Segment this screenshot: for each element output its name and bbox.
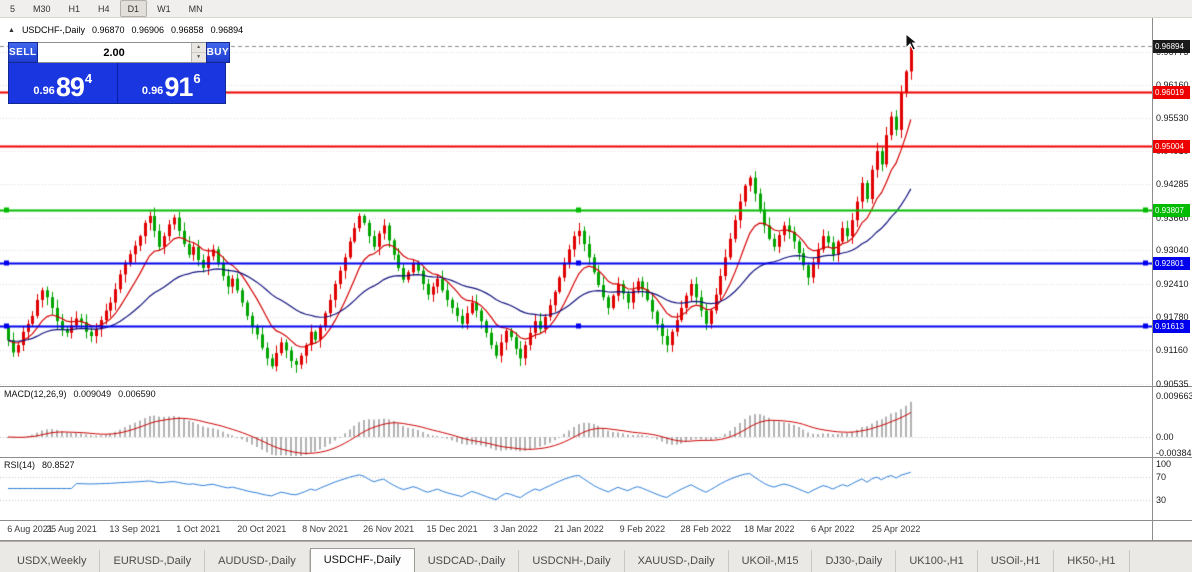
x-axis-label: 1 Oct 2021: [176, 524, 221, 534]
timeframe-button-w1[interactable]: W1: [157, 3, 171, 14]
buy-button[interactable]: BUY: [205, 42, 231, 63]
rsi-axis-label: 100: [1156, 459, 1172, 469]
macd-name: MACD(12,26,9): [4, 389, 67, 399]
volume-increase-button[interactable]: ▲: [191, 43, 206, 53]
x-axis-label: 21 Jan 2022: [554, 524, 604, 534]
price-axis-label: 0.92410: [1156, 278, 1189, 289]
x-axis-label: 15 Dec 2021: [426, 524, 478, 534]
price-axis-label: 0.93040: [1156, 245, 1189, 256]
sell-price-display[interactable]: 0.96 89 4: [9, 63, 117, 103]
rsi-value: 80.8527: [42, 460, 75, 470]
price-axis-label: 0.96160: [1156, 79, 1189, 90]
symbol-tab-hk50-h1[interactable]: HK50-,H1: [1054, 550, 1130, 572]
quote-price-row: 0.96 89 4 0.96 91 6: [8, 63, 226, 104]
price-axis-label: 0.93660: [1156, 212, 1189, 223]
rsi-indicator-label: RSI(14) 80.8527: [4, 460, 75, 470]
symbol-tab-usdx-weekly[interactable]: USDX,Weekly: [4, 550, 101, 572]
x-axis-label: 25 Apr 2022: [871, 524, 921, 534]
price-axis-label: 0.90535: [1156, 378, 1189, 389]
ohlc-high: 0.96906: [131, 25, 165, 35]
symbol-tab-xauusd-daily[interactable]: XAUUSD-,Daily: [625, 550, 729, 572]
x-axis-label: 26 Nov 2021: [363, 524, 415, 534]
chart-symbol-header: ▲ USDCHF-,Daily 0.96870 0.96906 0.96858 …: [8, 25, 243, 35]
timeframe-button-h4[interactable]: H4: [98, 3, 110, 14]
price-axis-label: 0.91160: [1156, 345, 1188, 356]
buy-price-pip: 6: [193, 71, 201, 86]
sell-button[interactable]: SELL: [8, 42, 38, 63]
pane-separator-rsi-dates: [0, 520, 1192, 521]
price-level-badge: 0.96894: [1153, 39, 1190, 53]
rsi-axis-label: 30: [1156, 495, 1167, 506]
macd-axis-label: 0.009663: [1156, 390, 1192, 401]
price-axis-separator: [1152, 18, 1153, 540]
macd-axis-label: -0.00384: [1156, 448, 1192, 459]
ohlc-close: 0.96894: [210, 25, 244, 35]
volume-field: ▲ ▼: [37, 42, 206, 63]
x-axis-label: 9 Feb 2022: [619, 524, 666, 534]
buy-price-prefix: 0.96: [141, 85, 164, 97]
x-axis-label: 3 Jan 2022: [493, 524, 538, 534]
ohlc-low: 0.96858: [171, 25, 204, 35]
volume-decrease-button[interactable]: ▼: [191, 53, 206, 62]
symbol-tab-audusd-daily[interactable]: AUDUSD-,Daily: [205, 550, 310, 572]
symbol-tab-dj30-daily[interactable]: DJ30-,Daily: [812, 550, 897, 572]
chart-bottom-border: [0, 540, 1192, 541]
sell-price-big-digits: 89: [55, 72, 85, 102]
rsi-name: RSI(14): [4, 460, 36, 470]
symbol-tab-eurusd-daily[interactable]: EURUSD-,Daily: [100, 550, 206, 572]
one-click-collapse-icon[interactable]: ▲: [8, 26, 15, 34]
symbol-tab-usdcad-daily[interactable]: USDCAD-,Daily: [415, 550, 520, 572]
timeframe-button-m30[interactable]: M30: [33, 3, 51, 14]
price-level-badge: 0.91613: [1153, 320, 1190, 334]
timeframe-toolbar: 5 M30 H1 H4 D1 W1 MN: [0, 0, 1192, 18]
pane-separator-macd-rsi[interactable]: [0, 457, 1192, 458]
price-level-badge: 0.92801: [1153, 257, 1190, 271]
symbol-tab-ukoil-m15[interactable]: UKOil-,M15: [729, 550, 813, 572]
x-axis-label: 25 Aug 2021: [46, 524, 97, 534]
pane-separator-main-macd[interactable]: [0, 386, 1192, 387]
x-axis-label: 6 Apr 2022: [810, 524, 855, 534]
x-axis-label: 8 Nov 2021: [302, 524, 349, 534]
sell-price-prefix: 0.96: [33, 85, 55, 97]
mouse-cursor-icon: [905, 33, 918, 51]
rsi-axis-label: 70: [1156, 471, 1167, 482]
symbol-tab-usdchf-daily[interactable]: USDCHF-,Daily: [309, 548, 415, 572]
volume-spinner: ▲ ▼: [190, 43, 206, 62]
x-axis-label: 28 Feb 2022: [680, 524, 732, 534]
macd-indicator-label: MACD(12,26,9) 0.009049 0.006590: [4, 389, 156, 399]
macd-main-value: 0.009049: [73, 389, 112, 399]
symbol-tab-usoil-h1[interactable]: USOil-,H1: [978, 550, 1055, 572]
buy-price-display[interactable]: 0.96 91 6: [117, 63, 225, 103]
price-axis-label: 0.95530: [1156, 113, 1189, 124]
timeframe-button-mn[interactable]: MN: [188, 3, 203, 14]
x-axis-label: 20 Oct 2021: [237, 524, 287, 534]
price-axis-label: 0.91780: [1156, 312, 1189, 323]
timeframe-button-h1[interactable]: H1: [68, 3, 81, 14]
sell-price-pip: 4: [84, 71, 93, 86]
timeframe-button-d1[interactable]: D1: [119, 0, 148, 17]
symbol-tab-bar: USDX,Weekly EURUSD-,Daily AUDUSD-,Daily USD…: [0, 541, 1192, 572]
symbol-tab-uk100-h1[interactable]: UK100-,H1: [896, 550, 978, 572]
buy-price-big-digits: 91: [164, 72, 193, 102]
macd-signal-value: 0.006590: [118, 389, 156, 399]
chart-title: USDCHF-,Daily: [21, 25, 85, 35]
x-axis-label: 6 Aug 2021: [7, 524, 53, 534]
timeframe-button-5[interactable]: 5: [10, 3, 16, 14]
price-level-badge: 0.95004: [1153, 140, 1190, 154]
ohlc-open: 0.96870: [91, 25, 125, 35]
x-axis-label: 13 Sep 2021: [109, 524, 161, 534]
symbol-tab-usdcnh-daily[interactable]: USDCNH-,Daily: [519, 550, 625, 572]
price-level-badge: 0.93807: [1153, 203, 1190, 217]
price-axis-label: 0.94285: [1156, 179, 1189, 190]
x-axis-label: 18 Mar 2022: [743, 524, 795, 534]
volume-input[interactable]: [37, 43, 191, 62]
price-level-badge: 0.96019: [1153, 86, 1190, 100]
one-click-trading-panel: SELL ▲ ▼ BUY 0.96 89 4 0.96 91 6: [8, 42, 231, 104]
macd-axis-label: 0.00: [1156, 432, 1174, 442]
trade-buttons-row: SELL ▲ ▼ BUY: [8, 42, 231, 63]
